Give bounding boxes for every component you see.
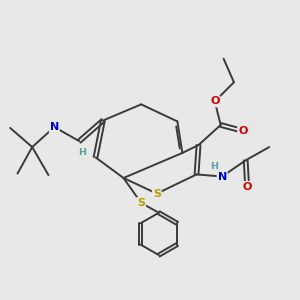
Text: O: O: [242, 182, 252, 192]
Text: N: N: [218, 172, 227, 182]
Text: O: O: [210, 96, 220, 106]
Text: N: N: [50, 122, 59, 132]
Text: S: S: [153, 189, 161, 199]
Text: H: H: [78, 148, 86, 158]
Text: S: S: [137, 198, 145, 208]
Text: O: O: [238, 126, 248, 136]
Text: H: H: [210, 162, 218, 171]
